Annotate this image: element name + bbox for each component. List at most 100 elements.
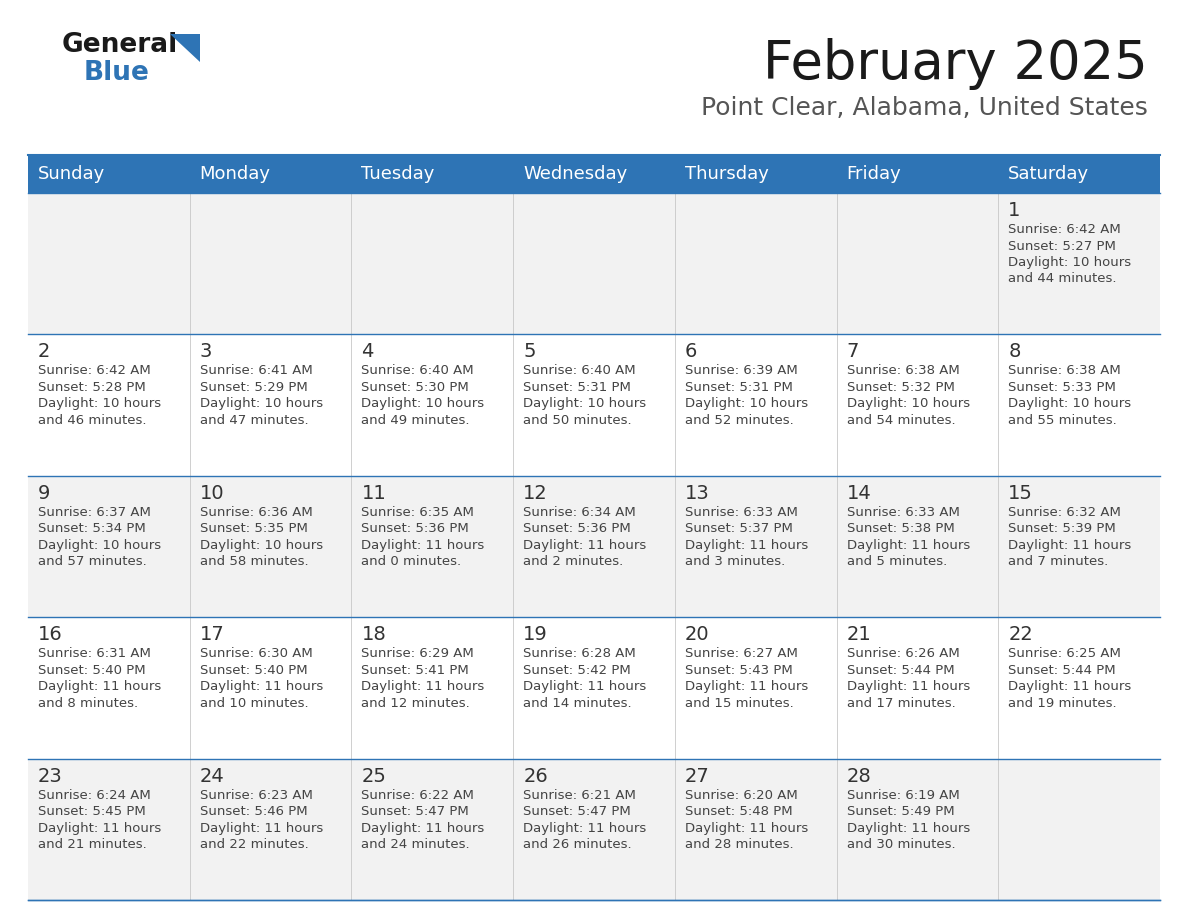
Text: Sunrise: 6:37 AM: Sunrise: 6:37 AM xyxy=(38,506,151,519)
Text: Sunset: 5:28 PM: Sunset: 5:28 PM xyxy=(38,381,146,394)
Text: 6: 6 xyxy=(684,342,697,362)
Text: 2: 2 xyxy=(38,342,50,362)
Text: Daylight: 10 hours: Daylight: 10 hours xyxy=(1009,397,1131,410)
Text: 16: 16 xyxy=(38,625,63,644)
Text: 26: 26 xyxy=(523,767,548,786)
Text: Sunrise: 6:38 AM: Sunrise: 6:38 AM xyxy=(847,364,960,377)
Text: 19: 19 xyxy=(523,625,548,644)
Text: Sunset: 5:37 PM: Sunset: 5:37 PM xyxy=(684,522,792,535)
Text: and 28 minutes.: and 28 minutes. xyxy=(684,838,794,851)
Text: Sunrise: 6:41 AM: Sunrise: 6:41 AM xyxy=(200,364,312,377)
Text: Monday: Monday xyxy=(200,165,271,183)
Text: Sunrise: 6:25 AM: Sunrise: 6:25 AM xyxy=(1009,647,1121,660)
Text: and 58 minutes.: and 58 minutes. xyxy=(200,555,309,568)
Text: 24: 24 xyxy=(200,767,225,786)
Text: Sunrise: 6:40 AM: Sunrise: 6:40 AM xyxy=(523,364,636,377)
Text: Sunrise: 6:24 AM: Sunrise: 6:24 AM xyxy=(38,789,151,801)
Text: Sunset: 5:31 PM: Sunset: 5:31 PM xyxy=(523,381,631,394)
Text: 8: 8 xyxy=(1009,342,1020,362)
Text: 28: 28 xyxy=(847,767,871,786)
Text: Sunset: 5:40 PM: Sunset: 5:40 PM xyxy=(38,664,146,677)
Text: and 30 minutes.: and 30 minutes. xyxy=(847,838,955,851)
Text: 20: 20 xyxy=(684,625,709,644)
Bar xyxy=(29,155,1159,193)
Text: Sunset: 5:29 PM: Sunset: 5:29 PM xyxy=(200,381,308,394)
Text: and 12 minutes.: and 12 minutes. xyxy=(361,697,470,710)
Text: Daylight: 10 hours: Daylight: 10 hours xyxy=(847,397,969,410)
Text: Daylight: 11 hours: Daylight: 11 hours xyxy=(38,822,162,834)
Text: Daylight: 11 hours: Daylight: 11 hours xyxy=(361,822,485,834)
Text: Sunset: 5:31 PM: Sunset: 5:31 PM xyxy=(684,381,792,394)
Text: and 21 minutes.: and 21 minutes. xyxy=(38,838,147,851)
Text: Sunset: 5:48 PM: Sunset: 5:48 PM xyxy=(684,805,792,818)
Text: and 10 minutes.: and 10 minutes. xyxy=(200,697,309,710)
Text: Sunrise: 6:29 AM: Sunrise: 6:29 AM xyxy=(361,647,474,660)
Text: Sunset: 5:34 PM: Sunset: 5:34 PM xyxy=(38,522,146,535)
Text: Sunset: 5:47 PM: Sunset: 5:47 PM xyxy=(361,805,469,818)
Text: General: General xyxy=(62,32,178,58)
Text: and 50 minutes.: and 50 minutes. xyxy=(523,414,632,427)
Text: 12: 12 xyxy=(523,484,548,503)
Text: Daylight: 10 hours: Daylight: 10 hours xyxy=(200,539,323,552)
Text: Sunrise: 6:42 AM: Sunrise: 6:42 AM xyxy=(38,364,151,377)
Text: Daylight: 11 hours: Daylight: 11 hours xyxy=(38,680,162,693)
Text: Daylight: 11 hours: Daylight: 11 hours xyxy=(684,680,808,693)
Text: Sunrise: 6:23 AM: Sunrise: 6:23 AM xyxy=(200,789,312,801)
Text: Sunset: 5:44 PM: Sunset: 5:44 PM xyxy=(1009,664,1116,677)
Text: 3: 3 xyxy=(200,342,213,362)
Text: Sunset: 5:30 PM: Sunset: 5:30 PM xyxy=(361,381,469,394)
Text: Blue: Blue xyxy=(84,60,150,86)
Text: and 49 minutes.: and 49 minutes. xyxy=(361,414,470,427)
Text: Daylight: 11 hours: Daylight: 11 hours xyxy=(523,539,646,552)
Text: Sunrise: 6:39 AM: Sunrise: 6:39 AM xyxy=(684,364,797,377)
Text: and 52 minutes.: and 52 minutes. xyxy=(684,414,794,427)
Text: and 5 minutes.: and 5 minutes. xyxy=(847,555,947,568)
Text: Sunrise: 6:26 AM: Sunrise: 6:26 AM xyxy=(847,647,960,660)
Text: Sunrise: 6:34 AM: Sunrise: 6:34 AM xyxy=(523,506,636,519)
Text: Saturday: Saturday xyxy=(1009,165,1089,183)
Text: and 22 minutes.: and 22 minutes. xyxy=(200,838,309,851)
Text: Daylight: 11 hours: Daylight: 11 hours xyxy=(847,822,969,834)
Text: and 2 minutes.: and 2 minutes. xyxy=(523,555,624,568)
Text: Wednesday: Wednesday xyxy=(523,165,627,183)
Text: Daylight: 11 hours: Daylight: 11 hours xyxy=(1009,680,1131,693)
Text: Sunrise: 6:38 AM: Sunrise: 6:38 AM xyxy=(1009,364,1121,377)
Text: 27: 27 xyxy=(684,767,709,786)
Text: Sunset: 5:40 PM: Sunset: 5:40 PM xyxy=(200,664,308,677)
Text: Daylight: 10 hours: Daylight: 10 hours xyxy=(38,539,162,552)
Text: 18: 18 xyxy=(361,625,386,644)
Text: Sunrise: 6:32 AM: Sunrise: 6:32 AM xyxy=(1009,506,1121,519)
Text: Sunset: 5:35 PM: Sunset: 5:35 PM xyxy=(200,522,308,535)
Text: Daylight: 11 hours: Daylight: 11 hours xyxy=(684,822,808,834)
Text: and 57 minutes.: and 57 minutes. xyxy=(38,555,147,568)
Text: Sunrise: 6:19 AM: Sunrise: 6:19 AM xyxy=(847,789,960,801)
Text: and 7 minutes.: and 7 minutes. xyxy=(1009,555,1108,568)
Text: Sunset: 5:45 PM: Sunset: 5:45 PM xyxy=(38,805,146,818)
Text: Sunrise: 6:21 AM: Sunrise: 6:21 AM xyxy=(523,789,636,801)
Text: Sunset: 5:41 PM: Sunset: 5:41 PM xyxy=(361,664,469,677)
Text: Sunrise: 6:30 AM: Sunrise: 6:30 AM xyxy=(200,647,312,660)
Text: and 14 minutes.: and 14 minutes. xyxy=(523,697,632,710)
Text: Tuesday: Tuesday xyxy=(361,165,435,183)
Text: Daylight: 11 hours: Daylight: 11 hours xyxy=(1009,539,1131,552)
Text: Daylight: 11 hours: Daylight: 11 hours xyxy=(523,680,646,693)
Text: Sunset: 5:33 PM: Sunset: 5:33 PM xyxy=(1009,381,1117,394)
Text: Sunset: 5:39 PM: Sunset: 5:39 PM xyxy=(1009,522,1116,535)
Text: 15: 15 xyxy=(1009,484,1034,503)
Text: 23: 23 xyxy=(38,767,63,786)
Text: 1: 1 xyxy=(1009,201,1020,220)
Text: Sunrise: 6:31 AM: Sunrise: 6:31 AM xyxy=(38,647,151,660)
Text: Point Clear, Alabama, United States: Point Clear, Alabama, United States xyxy=(701,96,1148,120)
Text: Daylight: 10 hours: Daylight: 10 hours xyxy=(38,397,162,410)
Text: and 55 minutes.: and 55 minutes. xyxy=(1009,414,1117,427)
Text: Daylight: 11 hours: Daylight: 11 hours xyxy=(847,539,969,552)
Text: 21: 21 xyxy=(847,625,871,644)
Text: 17: 17 xyxy=(200,625,225,644)
Bar xyxy=(29,476,1159,617)
Text: Sunset: 5:43 PM: Sunset: 5:43 PM xyxy=(684,664,792,677)
Text: and 3 minutes.: and 3 minutes. xyxy=(684,555,785,568)
Text: Sunday: Sunday xyxy=(38,165,106,183)
Text: Sunrise: 6:33 AM: Sunrise: 6:33 AM xyxy=(684,506,797,519)
Text: Sunrise: 6:22 AM: Sunrise: 6:22 AM xyxy=(361,789,474,801)
Text: Daylight: 11 hours: Daylight: 11 hours xyxy=(361,680,485,693)
